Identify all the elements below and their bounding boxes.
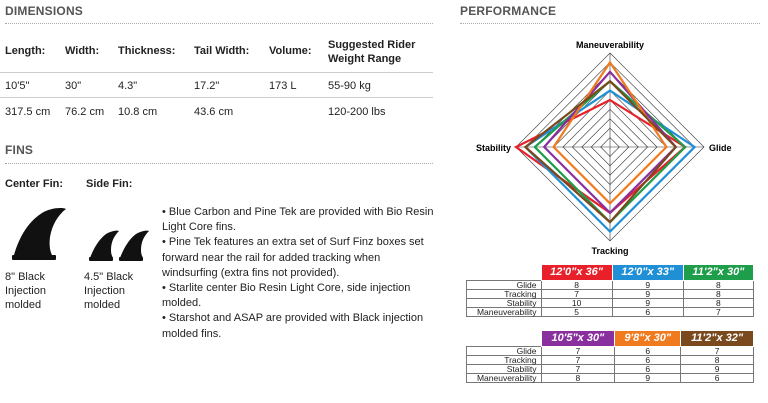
- fins-title: FINS: [5, 143, 34, 157]
- fin-note: • Starlite center Bio Resin Light Core, …: [162, 282, 411, 310]
- dimensions-title: DIMENSIONS: [5, 4, 84, 18]
- axis-label-tracking: Tracking: [591, 246, 628, 256]
- table1-head: 12'0"x 36": [540, 264, 613, 281]
- row2-length: 317.5 cm: [5, 106, 51, 118]
- radar-series-polygon: [523, 79, 678, 224]
- header-weight-range: Suggested Rider Weight Range: [328, 39, 416, 65]
- table-row: Tracking 7 6 8: [466, 355, 754, 365]
- divider: [5, 163, 433, 164]
- radar-chart: Maneuverability Glide Tracking Stability: [476, 40, 732, 256]
- fin-note: • Starshot and ASAP are provided with Bl…: [162, 312, 424, 340]
- header-volume: Volume:: [269, 45, 312, 57]
- axis-label-glide: Glide: [709, 143, 732, 153]
- radar-series: [513, 60, 697, 234]
- row1-volume: 173 L: [269, 80, 297, 92]
- row2-width: 76.2 cm: [65, 106, 105, 118]
- row1-weight: 55-90 kg: [328, 80, 371, 92]
- row2-tail-width: 43.6 cm: [194, 106, 234, 118]
- side-fin-label: Side Fin:: [86, 178, 133, 190]
- row1-tail-width: 17.2": [194, 80, 220, 92]
- radar-series-polygon: [523, 89, 697, 234]
- fin-note: • Blue Carbon and Pine Tek are provided …: [162, 206, 434, 234]
- fin-note: • Pine Tek features an extra set of Surf…: [162, 236, 424, 279]
- table2-head: 9'8"x 30": [614, 330, 682, 347]
- side-fins-icon: [89, 230, 149, 261]
- table2-head: 11'2"x 32": [680, 330, 754, 347]
- performance-table-1: 12'0"x 36" 12'0"x 33" 11'2"x 30" Glide 8 9…: [466, 264, 755, 317]
- header-thickness: Thickness:: [118, 45, 176, 57]
- row1-length: 10'5": [5, 80, 30, 92]
- axis-label-stability: Stability: [476, 143, 511, 153]
- table-row: Maneuverability 8 9 6: [466, 373, 754, 383]
- row1-thickness: 4.3": [118, 80, 138, 92]
- performance-title: PERFORMANCE: [460, 4, 557, 18]
- divider: [460, 23, 760, 24]
- row1-width: 30": [65, 80, 82, 92]
- table1-head: 12'0"x 33": [611, 264, 684, 281]
- table-rule: [0, 97, 433, 98]
- table-rule: [0, 72, 433, 73]
- table-row: Maneuverability 5 6 7: [466, 307, 755, 317]
- radar-series-polygon: [542, 70, 678, 215]
- row2-thickness: 10.8 cm: [118, 106, 158, 118]
- side-fin-description: 4.5" Black Injection molded: [84, 271, 134, 311]
- axis-label-maneuverability: Maneuverability: [576, 40, 644, 50]
- header-length: Length:: [5, 45, 46, 57]
- table1-head: 11'2"x 30": [682, 264, 755, 281]
- center-fin-label: Center Fin:: [5, 178, 64, 190]
- center-fin-icon: [12, 208, 66, 260]
- row2-weight: 120-200 lbs: [328, 106, 386, 118]
- table2-head: 10'5"x 30": [540, 330, 616, 347]
- header-width: Width:: [65, 45, 100, 57]
- center-fin-description: 8" Black Injection molded: [5, 271, 46, 311]
- performance-table-2: 10'5"x 30" 9'8"x 30" 11'2"x 32" Glide 7 6 7…: [466, 330, 754, 383]
- divider: [5, 23, 433, 24]
- fin-notes: • Blue Carbon and Pine Tek are provided …: [162, 205, 434, 342]
- header-tail-width: Tail Width:: [194, 45, 250, 57]
